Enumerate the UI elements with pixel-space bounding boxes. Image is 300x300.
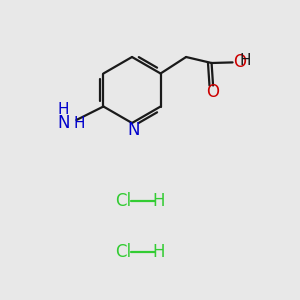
Text: Cl: Cl — [115, 243, 131, 261]
Text: N: N — [127, 121, 140, 139]
Text: H: H — [239, 52, 251, 68]
Text: N: N — [57, 114, 70, 132]
Text: O: O — [233, 53, 247, 71]
Text: H: H — [153, 192, 165, 210]
Text: O: O — [206, 83, 219, 101]
Text: Cl: Cl — [115, 192, 131, 210]
Text: H: H — [153, 243, 165, 261]
Text: H: H — [74, 116, 85, 130]
Text: H: H — [58, 102, 69, 117]
